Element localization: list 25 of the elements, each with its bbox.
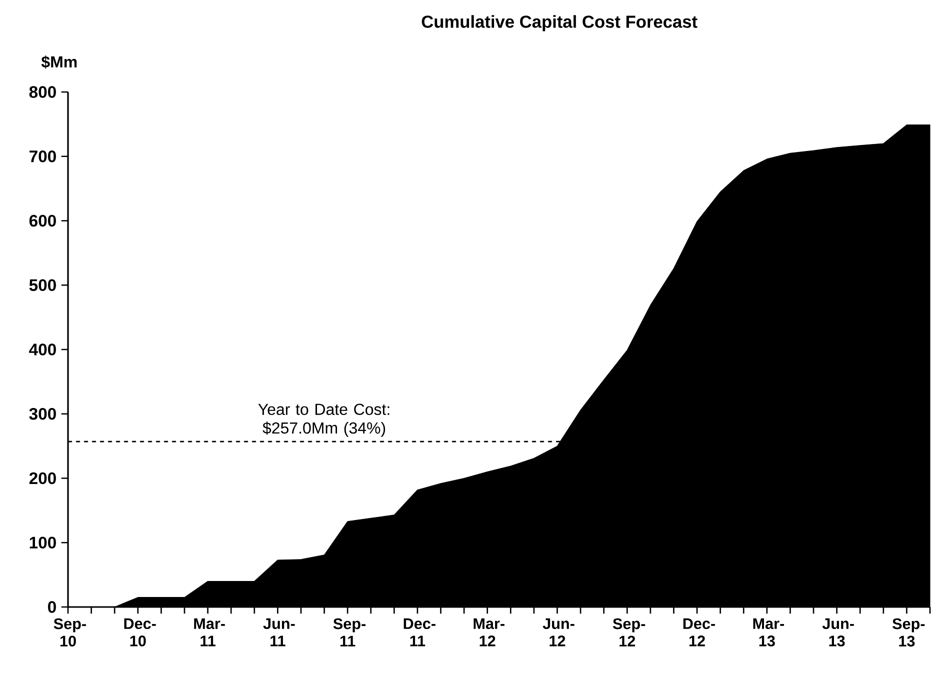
x-tick-label: Jun-12 [542,618,574,646]
x-tick-label: Dec-11 [404,618,436,646]
y-tick-label: 0 [48,601,56,613]
x-tick-label: Jun-13 [822,618,854,646]
x-tick-label: Dec-10 [124,618,156,646]
y-tick-label: 700 [30,150,56,162]
y-tick-label: 400 [29,344,56,356]
x-tick-label: Sep-10 [54,618,86,647]
x-tick-label: Sep-13 [892,618,925,647]
x-tick-label: Sep-11 [333,618,366,646]
ref-line-label: Year to Date Cost: $257.0Mm (34%) [258,404,390,437]
x-tick-label: Mar-11 [194,618,225,646]
y-tick-label: 500 [29,279,56,292]
chart-title: Cumulative Capital Cost Forecast [422,15,698,32]
x-tick-label: Sep-12 [612,618,646,646]
y-axis-title: $Mm [41,56,77,69]
y-tick-label: 600 [29,214,56,227]
x-tick-label: Mar-13 [753,618,784,646]
x-tick-label: Jun-11 [263,618,295,646]
y-tick-label: 200 [29,472,56,484]
y-tick-label: 100 [30,536,56,549]
x-tick-label: Dec-12 [683,618,715,646]
x-tick-label: Mar-12 [474,618,504,646]
y-tick-label: 300 [29,408,56,420]
y-tick-label: 800 [29,86,56,98]
